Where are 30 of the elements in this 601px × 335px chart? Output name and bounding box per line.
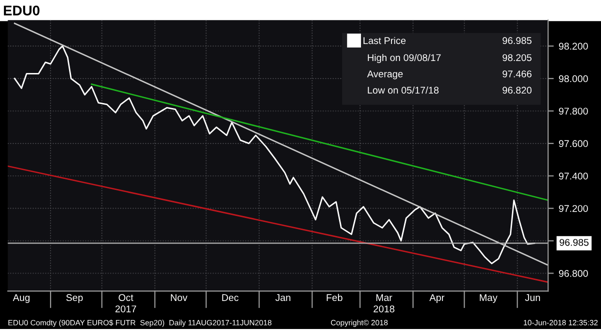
x-tick-label: Apr xyxy=(429,294,444,303)
annotation: 96.820 xyxy=(502,86,532,94)
y-tick-label: 97.400 xyxy=(558,172,588,180)
legend-label: Last Price xyxy=(364,36,406,44)
y-tick-label: 98.200 xyxy=(558,42,588,50)
x-tick-label: Sep xyxy=(66,294,83,303)
y-tick-label: 97.800 xyxy=(558,108,588,115)
y-tick-label: 96.800 xyxy=(558,270,588,277)
annotation: High on 09/08/17 xyxy=(368,54,441,64)
x-tick-label: Dec xyxy=(222,294,238,302)
x-tick-label: Feb xyxy=(326,294,342,302)
x-tick-label: Jan xyxy=(275,294,290,302)
x-tick-label: May xyxy=(480,294,498,303)
annotation: 98.205 xyxy=(502,54,532,62)
x-tick-label: Nov xyxy=(170,294,188,302)
y-tick-label: 97.200 xyxy=(558,205,588,212)
x-tick-label: Aug xyxy=(12,294,30,303)
chart-title: EDU0 xyxy=(4,6,40,16)
x-tick-label: Mar xyxy=(376,294,392,302)
annotation: 96.985 xyxy=(502,37,532,44)
x-tick-label: Jun xyxy=(525,294,540,302)
y-tick-label: 98.000 xyxy=(558,75,588,82)
ref-line-label: 96.985 xyxy=(560,238,589,246)
annotation: Low on 05/17/18 xyxy=(368,86,439,94)
y-tick-label: 97.600 xyxy=(558,140,588,148)
text: 2017 xyxy=(115,305,136,312)
text: 2018 xyxy=(374,305,394,312)
annotation: Average xyxy=(367,70,403,80)
x-tick-label: Oct xyxy=(118,294,134,302)
annotation: 97.466 xyxy=(502,70,532,78)
